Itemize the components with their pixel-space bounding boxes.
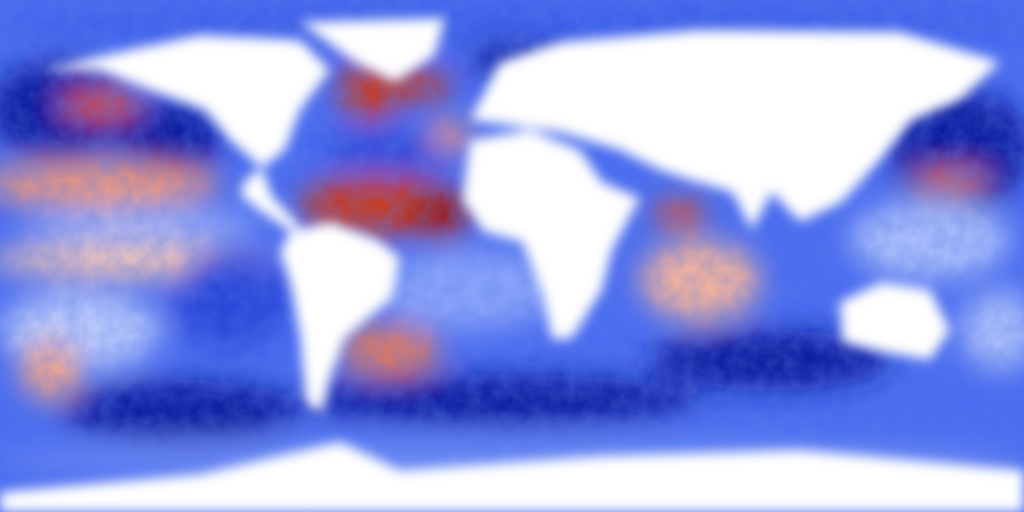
australia — [840, 282, 950, 360]
eurasia — [470, 30, 1000, 230]
antarctica — [0, 442, 1024, 512]
north-america — [40, 35, 330, 232]
south-america — [280, 222, 400, 412]
land — [0, 18, 1024, 512]
africa — [462, 130, 640, 340]
greenland — [300, 18, 445, 82]
